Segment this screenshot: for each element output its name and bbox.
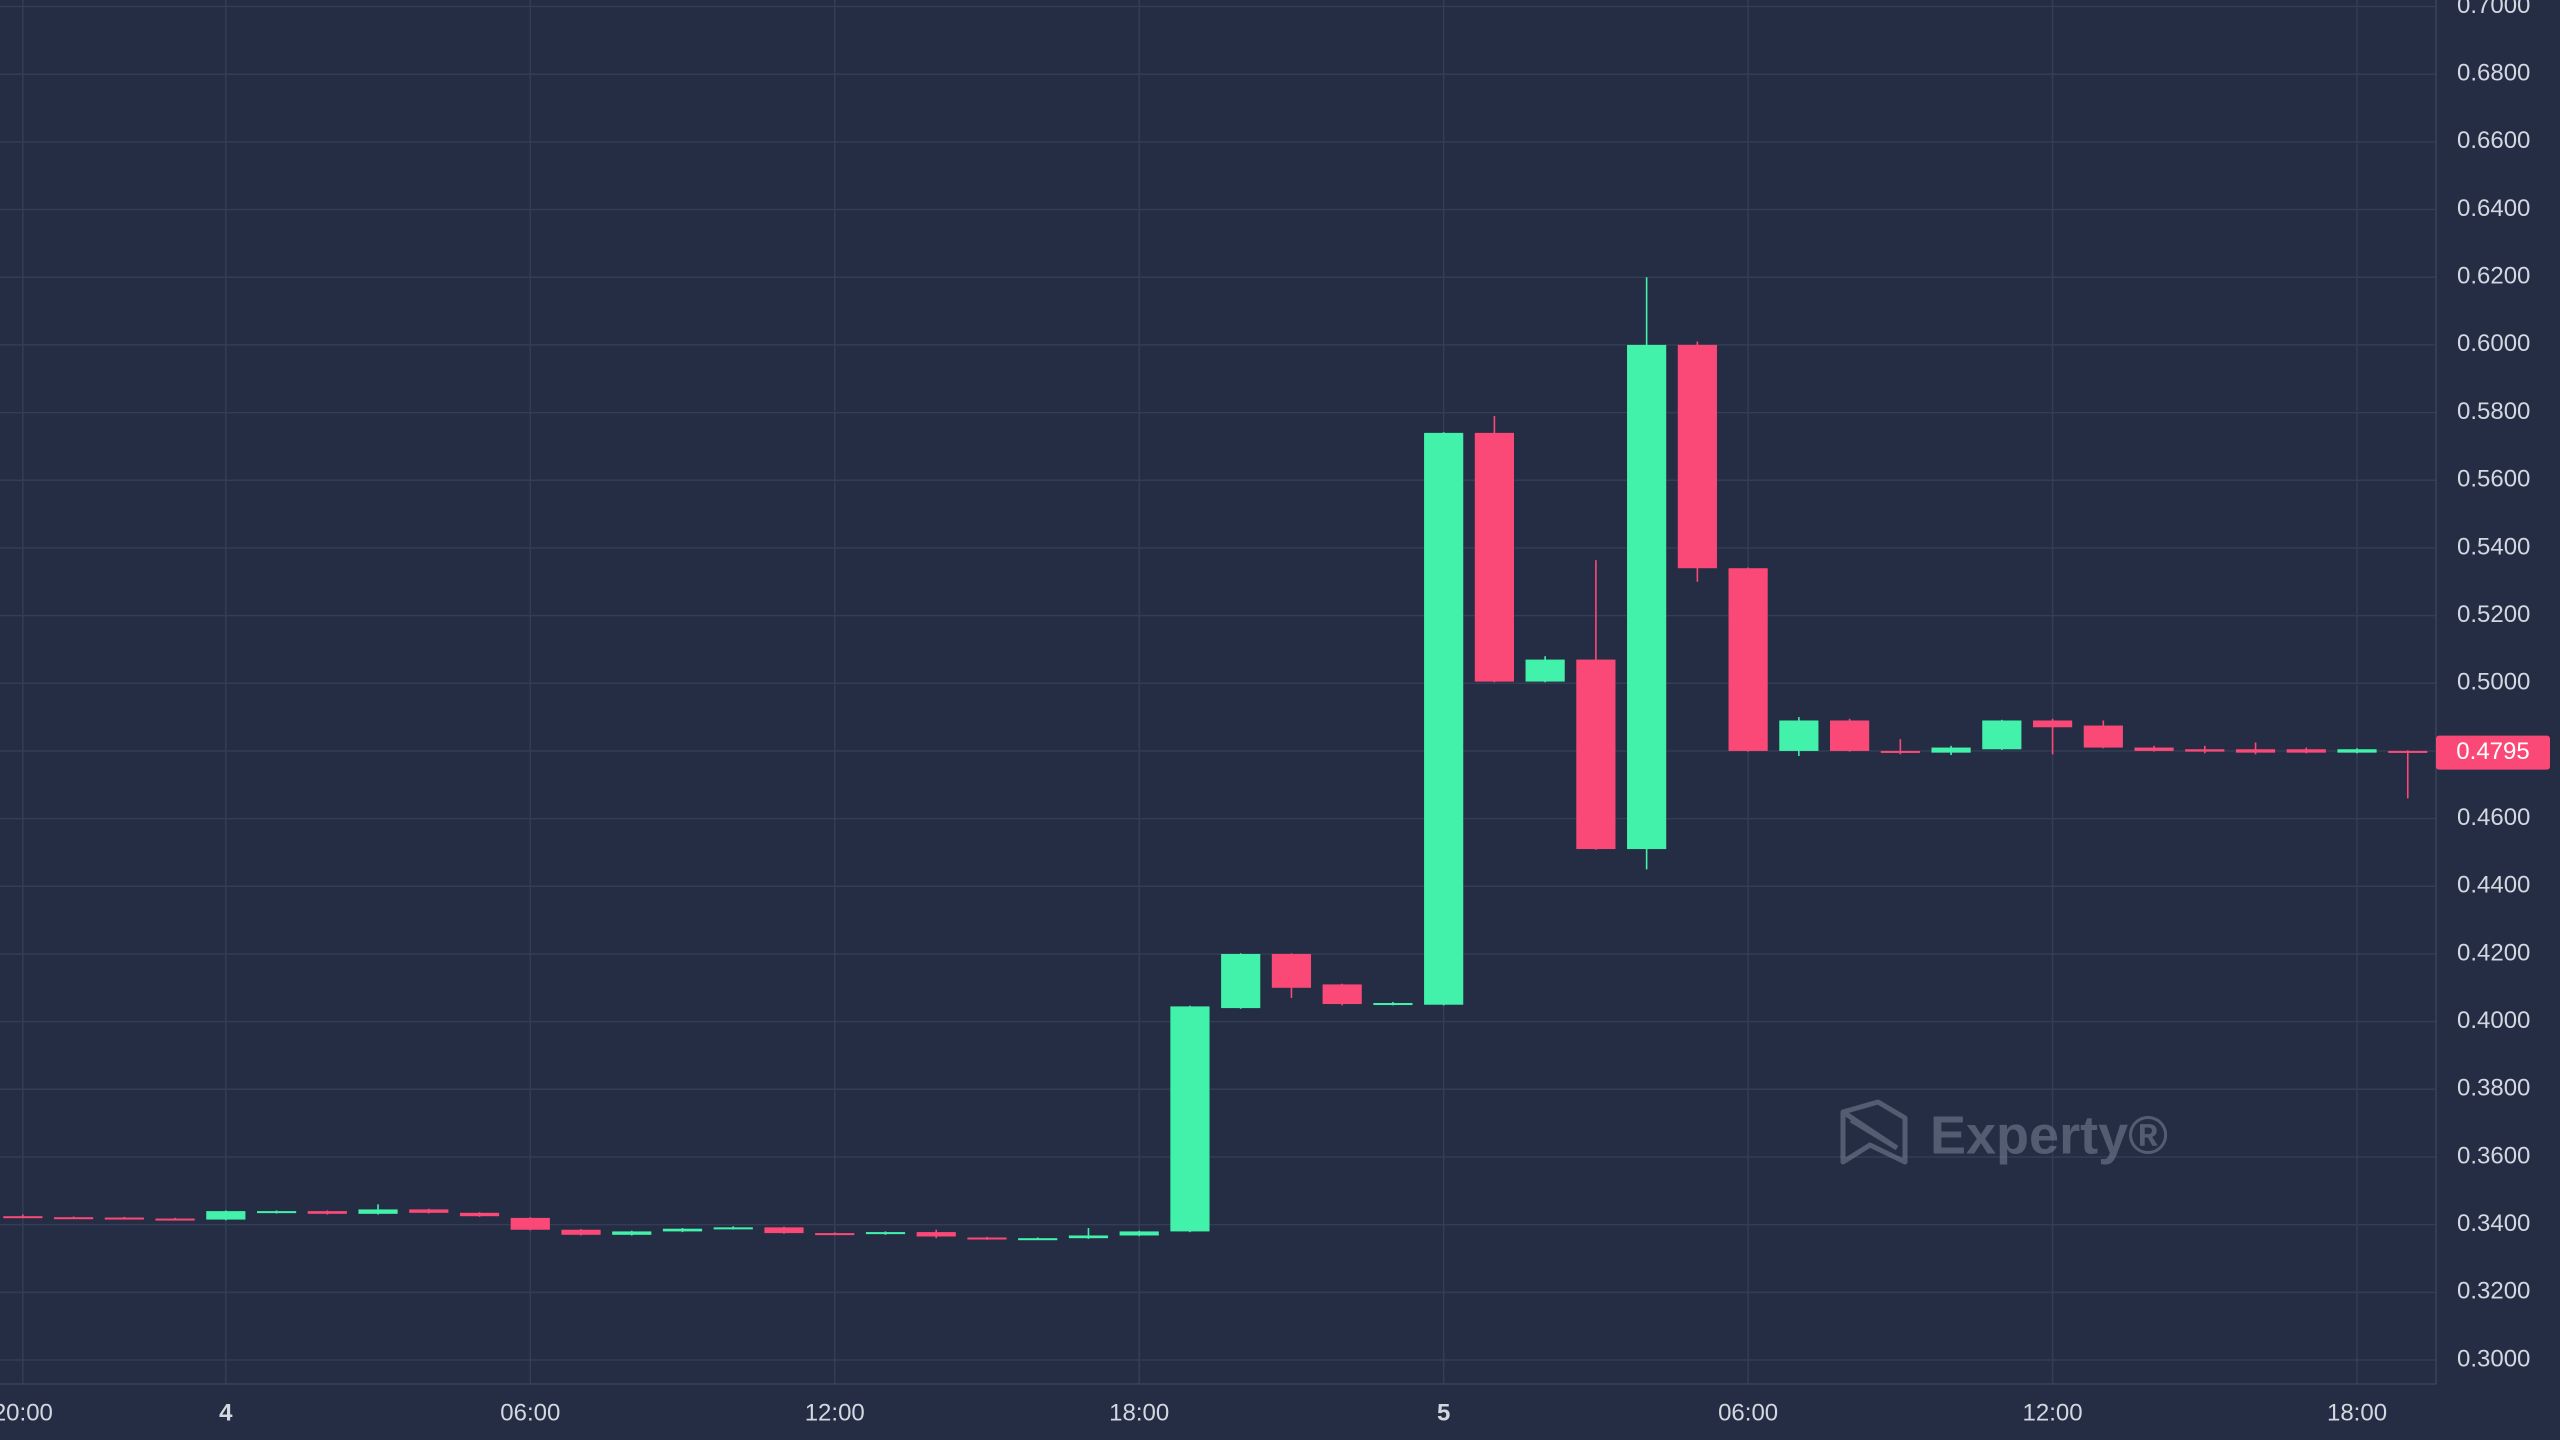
candle-body xyxy=(3,1216,43,1219)
x-tick-label: 18:00 xyxy=(1109,1399,1169,1426)
y-tick-label: 0.3400 xyxy=(2457,1210,2530,1237)
y-tick-label: 0.4200 xyxy=(2457,939,2530,966)
x-tick-label: 5 xyxy=(1437,1399,1450,1426)
x-tick-label: 20:00 xyxy=(0,1399,53,1426)
x-tick-label: 4 xyxy=(219,1399,233,1426)
y-tick-label: 0.5200 xyxy=(2457,601,2530,628)
candle-body xyxy=(815,1233,855,1236)
candle-body xyxy=(510,1217,550,1230)
candle-body xyxy=(1373,1003,1413,1006)
candle-body xyxy=(967,1237,1007,1240)
candle-body xyxy=(1271,953,1312,988)
last-price-box xyxy=(2436,735,2550,770)
y-tick-label: 0.3000 xyxy=(2457,1345,2530,1372)
candle-body xyxy=(916,1232,956,1237)
candle-body xyxy=(1627,344,1667,850)
candle-body xyxy=(459,1212,500,1217)
candle-body xyxy=(1931,747,1971,753)
candle-body xyxy=(1221,953,1261,1009)
candle-body xyxy=(1068,1235,1109,1239)
candle-body xyxy=(358,1209,398,1214)
y-tick-label: 0.3800 xyxy=(2457,1075,2530,1102)
candle-body xyxy=(1525,659,1565,682)
candles xyxy=(3,277,2428,1241)
candle-body xyxy=(256,1211,297,1214)
candle-body xyxy=(104,1217,144,1220)
y-axis-panel xyxy=(2436,0,2560,1440)
candle-body xyxy=(1474,432,1514,682)
x-tick-label: 18:00 xyxy=(2327,1399,2387,1426)
y-tick-label: 0.6200 xyxy=(2457,263,2530,290)
watermark-text: Experty® xyxy=(1930,1105,2168,1165)
candle-body xyxy=(1880,750,1920,753)
candle-body xyxy=(2134,747,2174,751)
y-tick-label: 0.3600 xyxy=(2457,1142,2530,1169)
y-tick-label: 0.5000 xyxy=(2457,669,2530,696)
candle-body xyxy=(206,1211,246,1220)
candle-body xyxy=(2032,720,2073,728)
y-tick-label: 0.4600 xyxy=(2457,804,2530,831)
y-tick-label: 0.4000 xyxy=(2457,1007,2530,1034)
last-price-label: 0.4795 xyxy=(2456,738,2529,765)
y-tick-label: 0.5400 xyxy=(2457,533,2530,560)
candle-body xyxy=(1322,984,1362,1005)
y-tick-label: 0.7000 xyxy=(2457,0,2530,19)
y-tick-label: 0.5800 xyxy=(2457,398,2530,425)
y-tick-label: 0.5600 xyxy=(2457,466,2530,493)
y-tick-label: 0.3200 xyxy=(2457,1278,2530,1305)
y-tick-label: 0.4400 xyxy=(2457,872,2530,899)
candle-body xyxy=(1982,720,2022,750)
candle-body xyxy=(764,1227,804,1234)
candle-body xyxy=(1018,1238,1058,1241)
candle-body xyxy=(561,1229,601,1235)
candle-body xyxy=(1728,568,1768,751)
candle-body xyxy=(1779,720,1819,751)
candle-body xyxy=(1830,720,1870,751)
candle-body xyxy=(1170,1006,1210,1232)
y-tick-label: 0.6400 xyxy=(2457,195,2530,222)
candle-body xyxy=(1119,1231,1159,1236)
grid xyxy=(0,0,2436,1384)
candle-body xyxy=(2083,725,2123,748)
x-tick-label: 12:00 xyxy=(2023,1399,2083,1426)
x-tick-label: 12:00 xyxy=(805,1399,865,1426)
candle-body xyxy=(307,1211,347,1214)
candle-body xyxy=(1424,432,1464,1005)
watermark-logo xyxy=(1840,1099,1908,1165)
candle-body xyxy=(2185,749,2225,752)
candle-body xyxy=(662,1228,703,1232)
candle-body xyxy=(2337,749,2377,753)
candle-body xyxy=(409,1209,449,1213)
candle-body xyxy=(713,1227,753,1230)
y-tick-label: 0.6000 xyxy=(2457,330,2530,357)
candle-body xyxy=(612,1231,652,1235)
candle-body xyxy=(155,1218,195,1221)
candle-body xyxy=(2286,749,2326,753)
watermark-group: Experty® xyxy=(1840,1099,2168,1165)
x-tick-label: 06:00 xyxy=(1718,1399,1778,1426)
candle-body xyxy=(1677,344,1717,569)
y-tick-label: 0.6600 xyxy=(2457,127,2530,154)
candle-body xyxy=(2235,749,2276,753)
candle-body xyxy=(1576,659,1616,850)
candle-body xyxy=(54,1217,94,1220)
candle-body xyxy=(2388,750,2428,753)
x-tick-label: 06:00 xyxy=(500,1399,560,1426)
y-tick-label: 0.6800 xyxy=(2457,60,2530,87)
candle-body xyxy=(865,1232,906,1235)
